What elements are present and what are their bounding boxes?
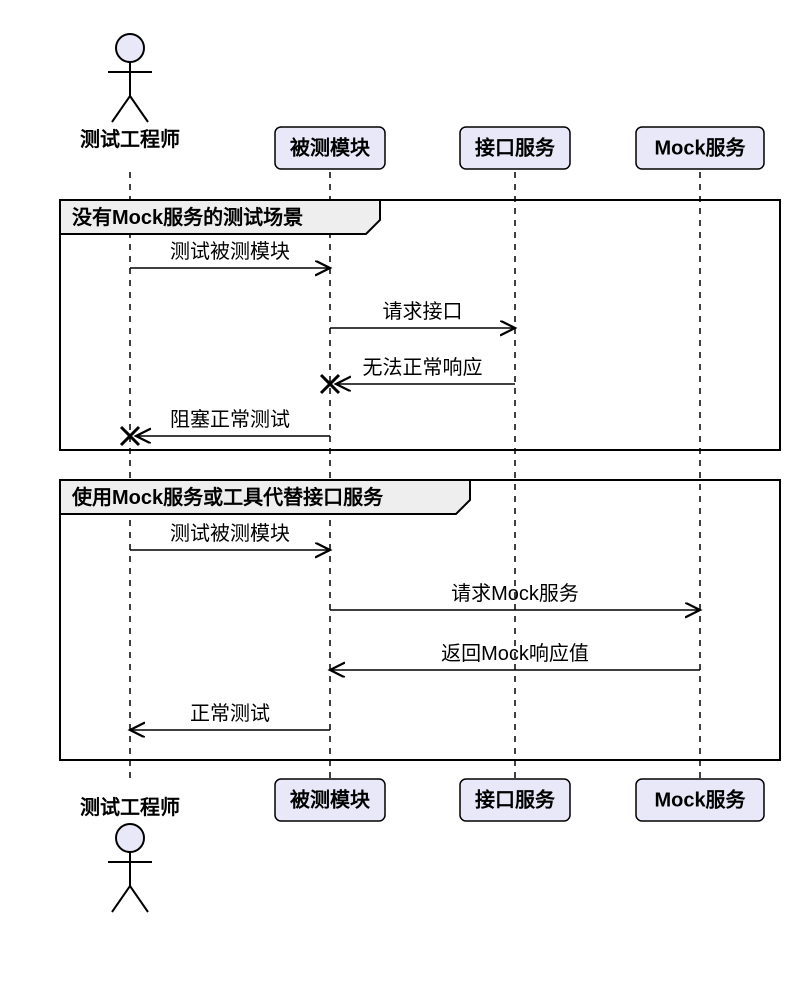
participant-label: 被测模块 (290, 787, 371, 811)
participant-box: Mock服务 (636, 779, 764, 821)
participant-label: 接口服务 (475, 787, 556, 811)
message: 正常测试 (130, 702, 330, 730)
sequence-diagram: 测试工程师被测模块接口服务Mock服务没有Mock服务的测试场景使用Mock服务… (20, 20, 802, 972)
group-title: 使用Mock服务或工具代替接口服务 (71, 485, 384, 509)
message: 无法正常响应 (321, 356, 515, 393)
message-label: 请求接口 (383, 300, 463, 323)
message-label: 返回Mock响应值 (441, 642, 589, 665)
participant-box: 接口服务 (460, 127, 570, 169)
message-label: 测试被测模块 (170, 240, 290, 263)
group-frame: 没有Mock服务的测试场景 (60, 200, 780, 450)
actor-figure: 测试工程师 (80, 34, 180, 151)
group-frame: 使用Mock服务或工具代替接口服务 (60, 480, 780, 760)
participant-box: 被测模块 (275, 779, 385, 821)
group-title: 没有Mock服务的测试场景 (72, 205, 303, 229)
message-label: 无法正常响应 (363, 356, 483, 379)
message-label: 阻塞正常测试 (170, 408, 290, 431)
actor-label: 测试工程师 (80, 796, 180, 819)
message: 测试被测模块 (130, 240, 330, 268)
participant-label: 接口服务 (475, 135, 556, 159)
message-label: 请求Mock服务 (451, 582, 579, 605)
participant-label: 被测模块 (290, 135, 371, 159)
message-label: 测试被测模块 (170, 522, 290, 545)
actor-figure: 测试工程师 (80, 796, 180, 912)
participant-box: 接口服务 (460, 779, 570, 821)
participant-label: Mock服务 (654, 135, 746, 159)
participant-box: Mock服务 (636, 127, 764, 169)
participant-label: Mock服务 (654, 787, 746, 811)
participant-box: 被测模块 (275, 127, 385, 169)
message: 阻塞正常测试 (121, 408, 330, 445)
message: 测试被测模块 (130, 522, 330, 550)
message: 请求接口 (330, 300, 515, 328)
message-label: 正常测试 (190, 702, 270, 725)
actor-label: 测试工程师 (80, 128, 180, 151)
